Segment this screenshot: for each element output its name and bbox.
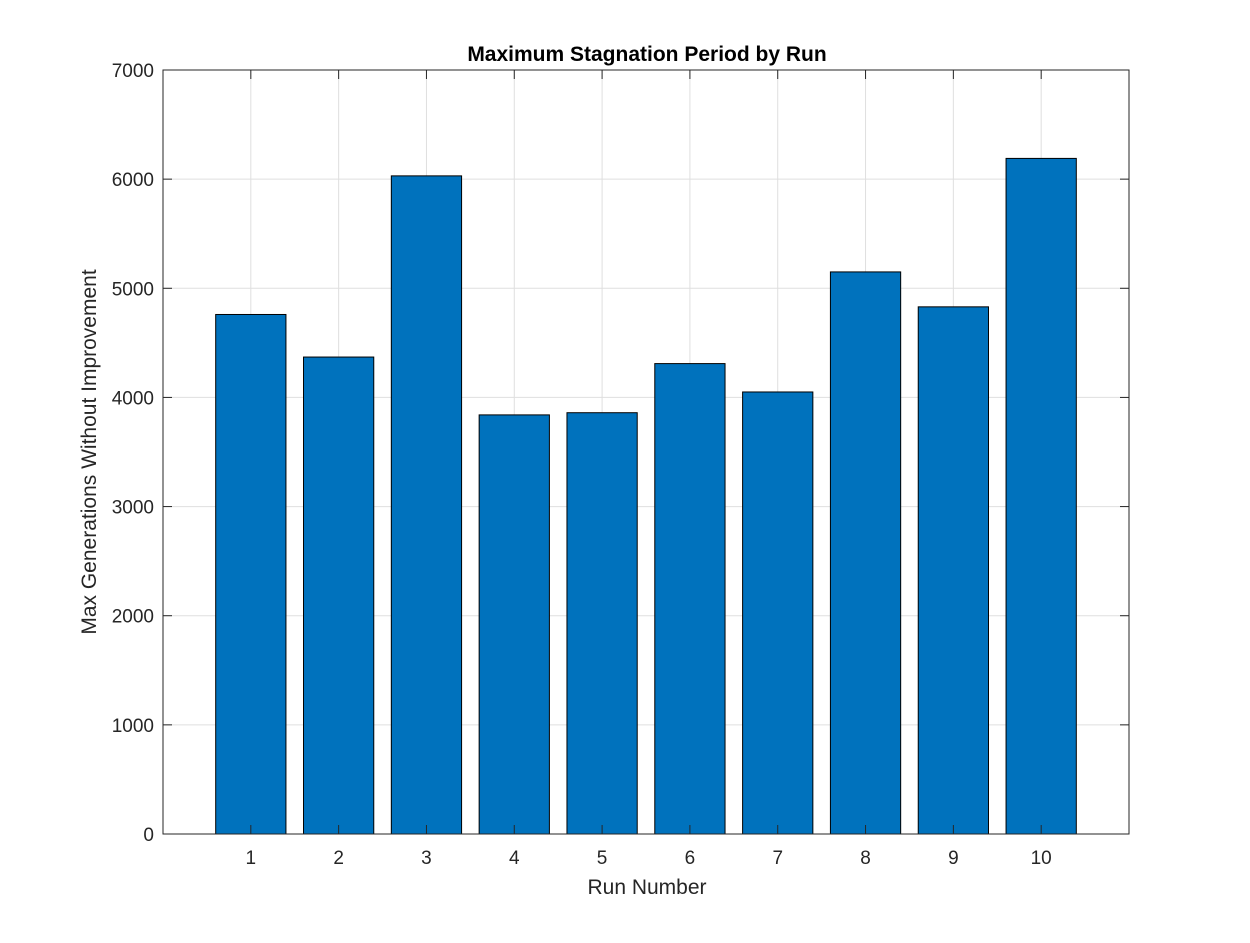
x-tick-label: 2 (333, 848, 344, 869)
x-tick-label: 7 (772, 848, 783, 869)
y-tick-label: 5000 (112, 279, 154, 300)
x-tick-label: 8 (860, 848, 871, 869)
x-axis-label: Run Number (587, 876, 706, 899)
x-tick-label: 5 (597, 848, 608, 869)
y-tick-labels: 0 1000 2000 3000 4000 5000 6000 7000 (112, 61, 154, 846)
x-tick-labels: 1 2 3 4 5 6 7 8 9 10 (246, 848, 1052, 869)
bar-run-5 (566, 412, 638, 835)
y-tick-label: 6000 (112, 170, 154, 191)
chart-title: Maximum Stagnation Period by Run (467, 43, 826, 66)
bar-run-4 (478, 414, 550, 835)
bar-run-3 (390, 175, 463, 835)
x-tick-label: 9 (948, 848, 959, 869)
bar-run-2 (303, 356, 375, 835)
bar-run-8 (829, 271, 902, 835)
y-tick-label: 0 (143, 825, 154, 846)
y-tick-label: 4000 (112, 388, 154, 409)
y-tick-label: 1000 (112, 716, 154, 737)
x-tick-label: 4 (509, 848, 520, 869)
bar-run-1 (215, 313, 287, 835)
x-tick-label: 10 (1031, 848, 1052, 869)
y-tick-label: 3000 (112, 498, 154, 519)
bars (215, 157, 1077, 835)
bar-run-7 (742, 391, 814, 835)
x-tick-label: 1 (246, 848, 257, 869)
y-tick-label: 2000 (112, 607, 154, 628)
bar-run-9 (917, 306, 989, 835)
y-axis-label: Max Generations Without Improvement (78, 269, 101, 634)
bar-run-6 (654, 363, 726, 835)
x-tick-label: 3 (421, 848, 432, 869)
axes-frame (162, 69, 1130, 835)
bar-run-10 (1005, 157, 1077, 835)
x-tick-label: 6 (685, 848, 696, 869)
y-tick-label: 7000 (112, 61, 154, 82)
tick-marks (163, 69, 1129, 835)
